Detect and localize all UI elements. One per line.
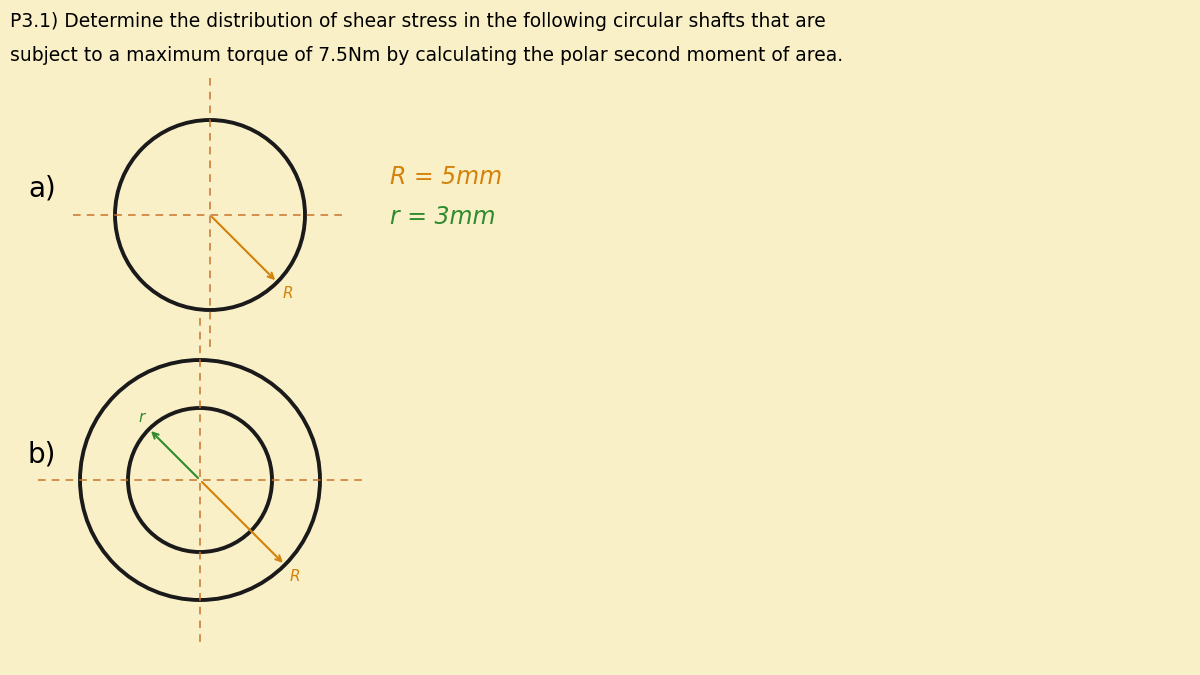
Text: subject to a maximum torque of 7.5Nm by calculating the polar second moment of a: subject to a maximum torque of 7.5Nm by … xyxy=(10,46,844,65)
Text: P3.1) Determine the distribution of shear stress in the following circular shaft: P3.1) Determine the distribution of shea… xyxy=(10,12,826,31)
Text: b): b) xyxy=(28,440,56,468)
Text: R: R xyxy=(290,569,300,584)
Text: R = 5mm: R = 5mm xyxy=(390,165,502,189)
Text: a): a) xyxy=(28,175,55,203)
Text: R: R xyxy=(282,286,293,301)
Text: r = 3mm: r = 3mm xyxy=(390,205,496,229)
Text: r: r xyxy=(139,410,145,425)
